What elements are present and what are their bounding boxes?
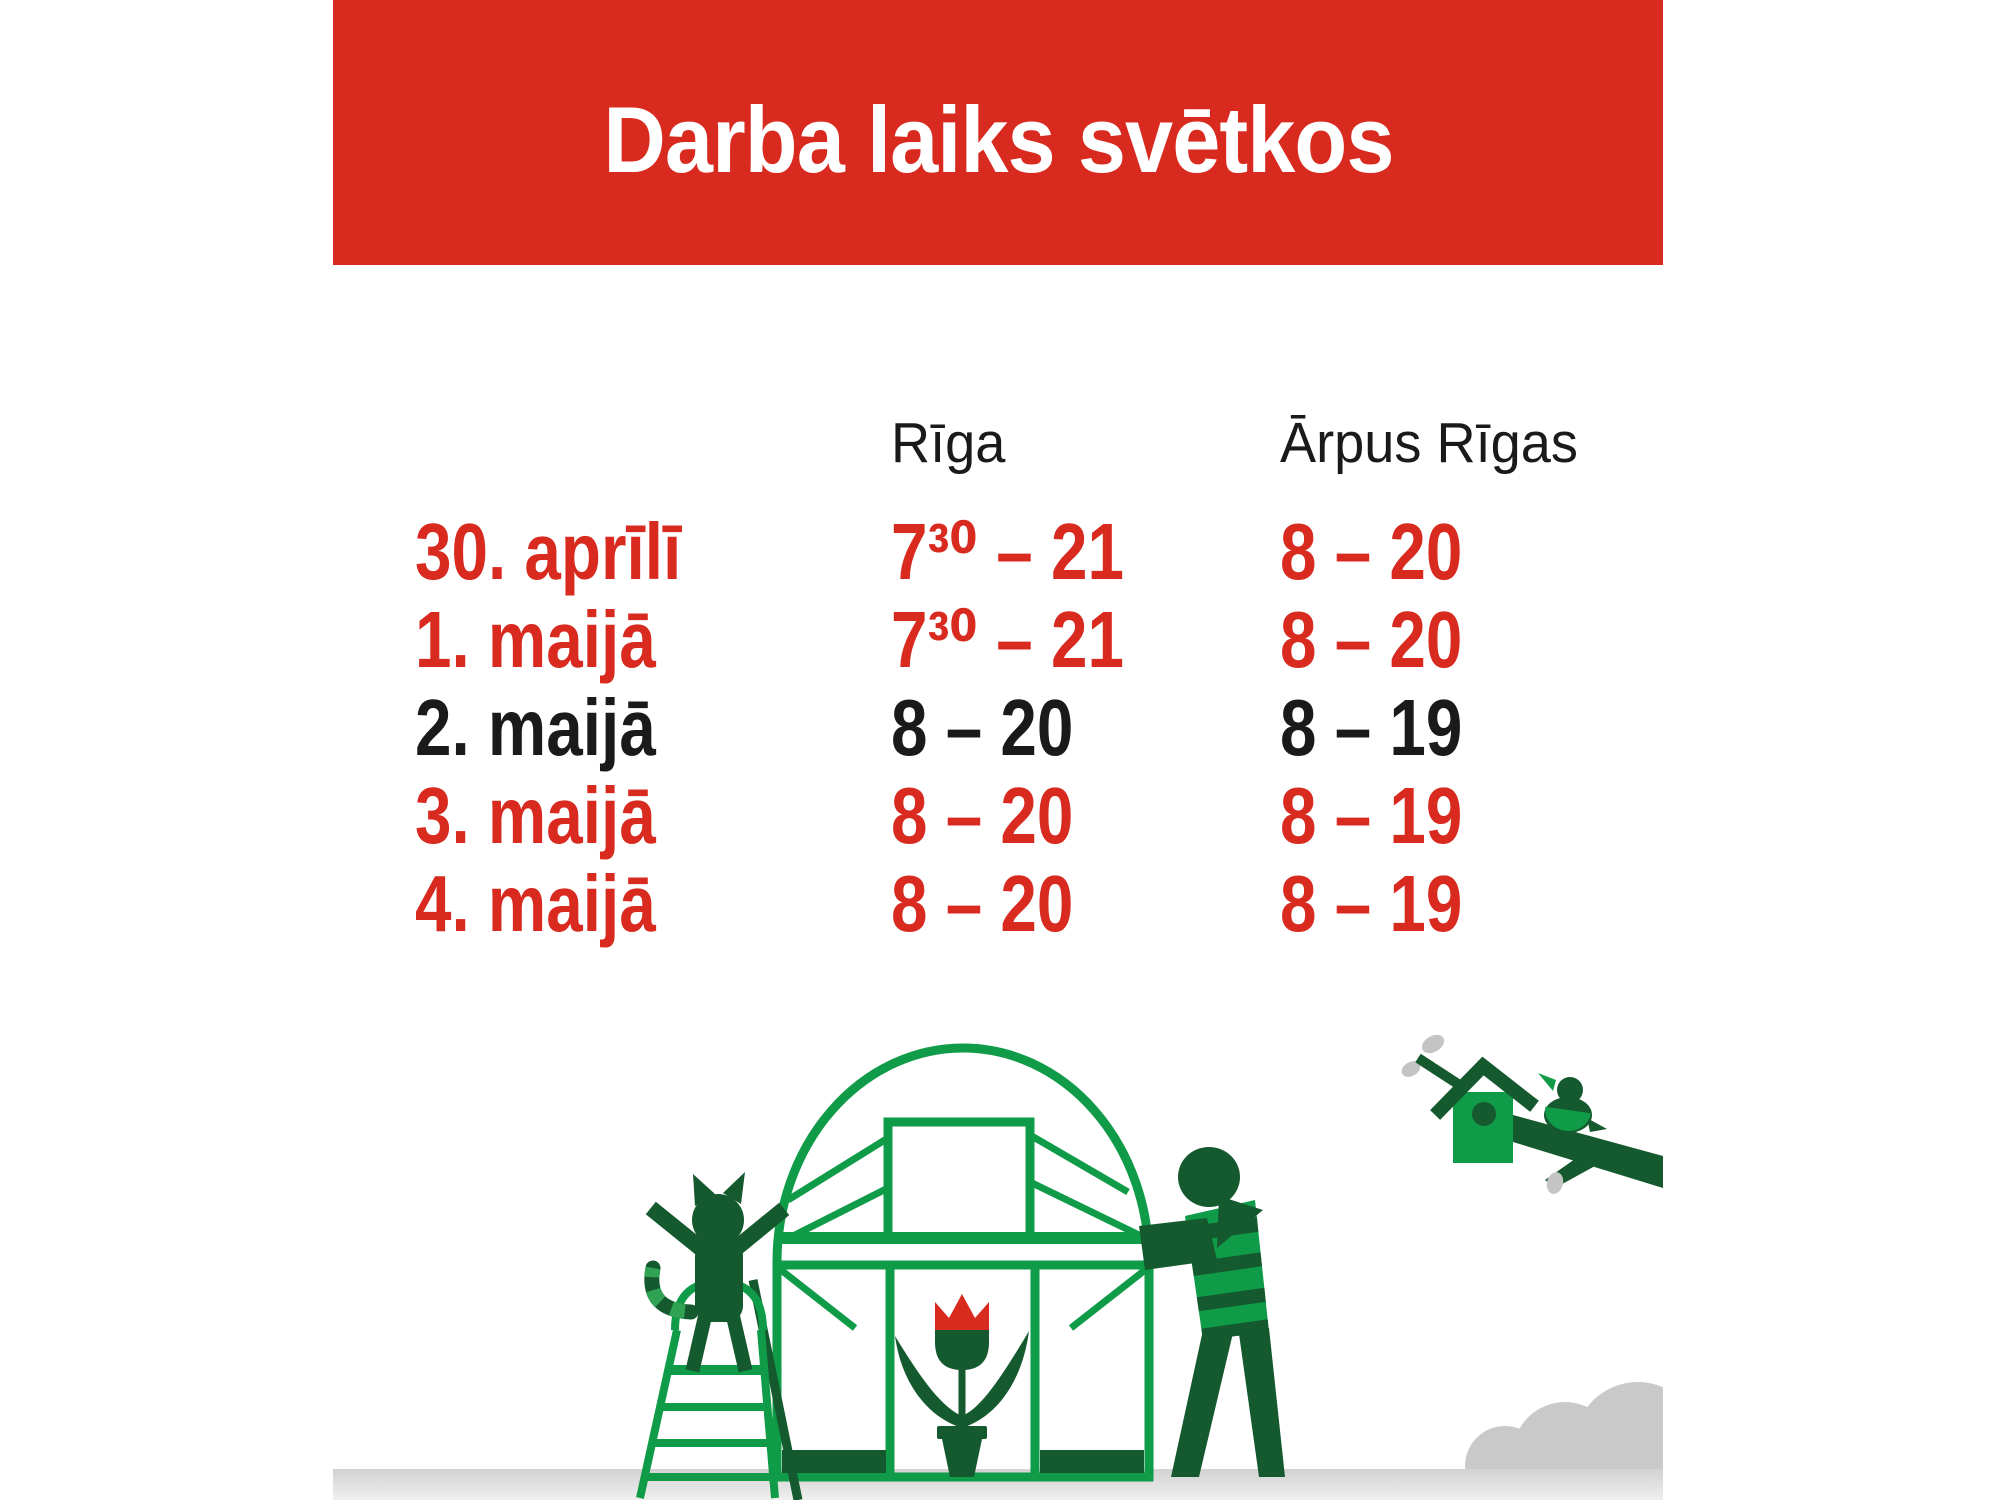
table-row: 30. aprīlī 7³⁰ – 21 8 – 20 bbox=[333, 508, 1663, 596]
riga-hours-cell: 7³⁰ – 21 bbox=[891, 595, 1124, 684]
arpus-hours-cell: 8 – 19 bbox=[1280, 859, 1463, 948]
riga-hours-cell: 8 – 20 bbox=[891, 683, 1074, 772]
poster-title: Darba laiks svētkos bbox=[602, 86, 1394, 192]
date-cell: 1. maijā bbox=[415, 595, 656, 684]
arpus-hours-cell: 8 – 19 bbox=[1280, 771, 1463, 860]
date-cell: 3. maijā bbox=[415, 771, 656, 860]
column-header-arpus-rigas: Ārpus Rīgas bbox=[1280, 411, 1578, 475]
title-banner: Darba laiks svētkos bbox=[333, 0, 1663, 265]
poster-content: Darba laiks svētkos Rīga Ārpus Rīgas 30.… bbox=[333, 0, 1663, 1500]
arpus-hours-cell: 8 – 19 bbox=[1280, 683, 1463, 772]
cat-illustration bbox=[644, 1172, 790, 1373]
table-row: 3. maijā 8 – 20 8 – 19 bbox=[333, 772, 1663, 860]
riga-hours-cell: 7³⁰ – 21 bbox=[891, 507, 1124, 596]
branch-illustration bbox=[1401, 1034, 1663, 1194]
arpus-hours-cell: 8 – 20 bbox=[1280, 595, 1463, 684]
date-cell: 2. maijā bbox=[415, 683, 656, 772]
table-row: 4. maijā 8 – 20 8 – 19 bbox=[333, 860, 1663, 948]
person-illustration bbox=[1139, 1147, 1285, 1477]
riga-hours-cell: 8 – 20 bbox=[891, 859, 1074, 948]
bird-icon bbox=[1538, 1073, 1607, 1149]
greenhouse-illustration bbox=[772, 1043, 1165, 1482]
arpus-hours-cell: 8 – 20 bbox=[1280, 507, 1463, 596]
table-row: 2. maijā 8 – 20 8 – 19 bbox=[333, 684, 1663, 772]
table-header-row: Rīga Ārpus Rīgas bbox=[333, 408, 1663, 478]
tulip-icon bbox=[895, 1294, 1029, 1477]
birdhouse-icon bbox=[1415, 1053, 1539, 1163]
column-header-riga: Rīga bbox=[891, 411, 1006, 475]
date-cell: 30. aprīlī bbox=[415, 507, 682, 596]
table-row: 1. maijā 7³⁰ – 21 8 – 20 bbox=[333, 596, 1663, 684]
riga-hours-cell: 8 – 20 bbox=[891, 771, 1074, 860]
date-cell: 4. maijā bbox=[415, 859, 656, 948]
garden-illustration bbox=[333, 1034, 1663, 1500]
